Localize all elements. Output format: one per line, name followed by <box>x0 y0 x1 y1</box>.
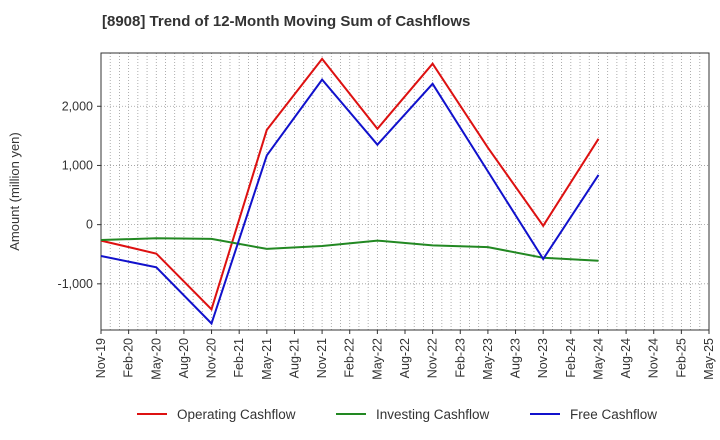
y-tick-label: 1,000 <box>62 158 93 172</box>
x-tick-label: Feb-22 <box>343 338 357 378</box>
series-line-investing-cashflow <box>100 237 599 262</box>
x-tick-label: May-24 <box>591 338 605 380</box>
x-tick-label: May-23 <box>481 338 495 380</box>
x-tick-label: May-21 <box>260 338 274 380</box>
x-tick-label: May-20 <box>149 338 163 380</box>
x-tick-label: Feb-25 <box>674 338 688 378</box>
x-tick-label: Aug-23 <box>509 338 523 378</box>
x-tick-labels: Nov-19 Feb-20 May-20 Aug-20 Nov-20 Feb-21 May-… <box>94 330 716 380</box>
x-tick-label: Nov-24 <box>647 338 661 378</box>
x-tick-label: Nov-19 <box>94 338 108 378</box>
x-tick-label: Nov-21 <box>315 338 329 378</box>
x-tick-label: Aug-22 <box>398 338 412 378</box>
x-tick-label: Feb-21 <box>232 338 246 378</box>
x-tick-label: May-22 <box>370 338 384 380</box>
chart-title: [8908] Trend of 12-Month Moving Sum of C… <box>102 13 471 30</box>
x-tick-label: May-25 <box>702 338 716 380</box>
x-tick-label: Feb-20 <box>122 338 136 378</box>
legend-label: Investing Cashflow <box>376 407 490 422</box>
series-line-operating-cashflow <box>100 57 600 312</box>
legend-label: Free Cashflow <box>570 407 657 422</box>
x-tick-label: Aug-24 <box>619 338 633 378</box>
legend-label: Operating Cashflow <box>177 407 296 422</box>
series-line-free-cashflow <box>100 77 600 326</box>
x-tick-label: Feb-23 <box>453 338 467 378</box>
series-lines <box>100 57 600 326</box>
x-tick-label: Feb-24 <box>564 338 578 378</box>
legend: Operating Cashflow Investing Cashflow Free… <box>137 407 657 422</box>
y-tick-label: 0 <box>86 218 93 232</box>
x-tick-label: Nov-22 <box>426 338 440 378</box>
y-tick-label: -1,000 <box>58 277 93 291</box>
x-tick-label: Aug-21 <box>287 338 301 378</box>
x-tick-label: Nov-20 <box>205 338 219 378</box>
grid-layer <box>101 53 709 330</box>
y-axis-title: Amount (million yen) <box>7 132 22 251</box>
x-tick-label: Nov-23 <box>536 338 550 378</box>
y-tick-labels: -1,000 0 1,000 2,000 <box>58 99 101 291</box>
x-tick-label: Aug-20 <box>177 338 191 378</box>
y-tick-label: 2,000 <box>62 99 93 113</box>
